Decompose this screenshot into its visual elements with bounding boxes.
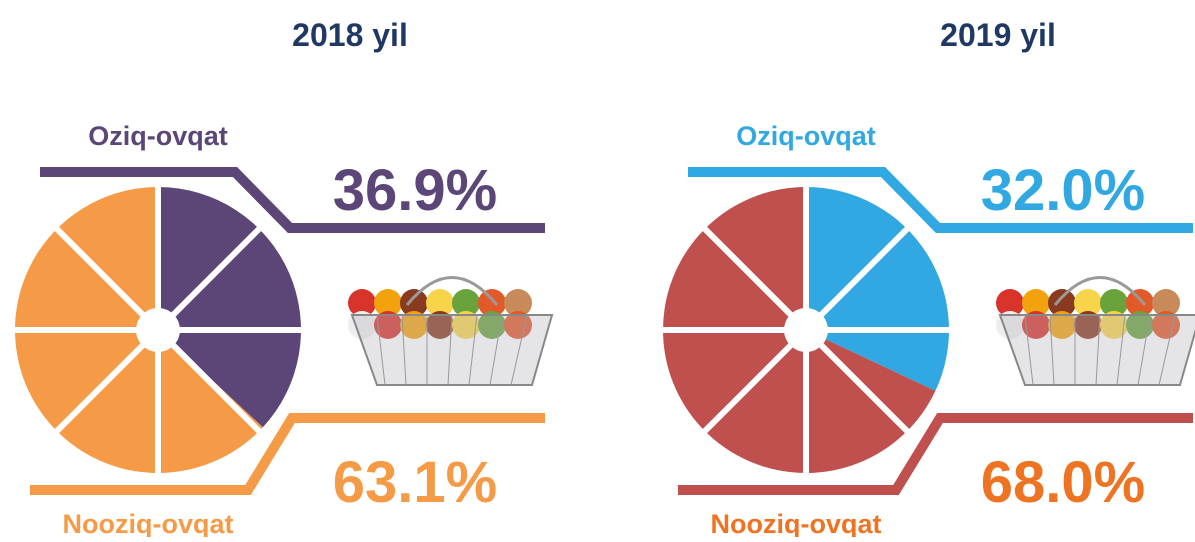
panel-title: 2018 yil (292, 17, 408, 53)
pie-hole (136, 308, 180, 352)
top-band (40, 167, 545, 233)
basket-item (452, 311, 480, 339)
basket-wire (510, 314, 528, 386)
bottom-band (30, 413, 545, 495)
basket-item (996, 289, 1024, 317)
basket-item (426, 289, 454, 317)
basket-item (1048, 311, 1076, 339)
basket-item (426, 311, 454, 339)
segment-divider (53, 225, 161, 333)
pie-panel: 2018 yil Oziq-ovqat Nooziq-ovqat 36.9% 63.1% (13, 17, 554, 539)
basket-item (1022, 289, 1050, 317)
category-label: Nooziq-ovqat (63, 509, 234, 537)
value-label: 63.1% (333, 450, 497, 515)
basket-item (374, 311, 402, 339)
segment-divider (155, 327, 263, 435)
segment-divider (155, 225, 263, 333)
basket-item (504, 289, 532, 317)
value-label: 32.0% (981, 158, 1145, 223)
panel-title: 2019 yil (940, 17, 1056, 53)
pie-slice (158, 187, 301, 428)
basket-wire (1049, 314, 1055, 386)
pie-hole (784, 308, 828, 352)
segment-divider (803, 225, 911, 333)
basket-item (374, 289, 402, 317)
basket-item (400, 289, 428, 317)
basket-item (1048, 289, 1076, 317)
top-band (688, 167, 1193, 233)
basket-item (504, 311, 532, 339)
basket-item (478, 289, 506, 317)
basket-wire (447, 314, 453, 386)
basket-wire (1095, 314, 1101, 386)
category-label: Oziq-ovqat (88, 121, 228, 151)
category-label: Oziq-ovqat (736, 121, 876, 151)
basket-wire (468, 314, 478, 386)
basket-wire (1116, 314, 1126, 386)
segment-divider (803, 327, 911, 435)
basket-item (1100, 311, 1128, 339)
basket-wire (1137, 314, 1151, 386)
segment-divider (53, 327, 161, 435)
basket-item (1022, 311, 1050, 339)
segment-divider (701, 225, 809, 333)
basket-item (1074, 311, 1102, 339)
basket-wire (376, 314, 386, 386)
basket-wire (1158, 314, 1176, 386)
basket-item (1126, 289, 1154, 317)
basket-wire (489, 314, 503, 386)
segment-divider (701, 327, 809, 435)
basket-body (350, 314, 554, 386)
basket-item (996, 311, 1024, 339)
basket-item (1100, 289, 1128, 317)
pie-panel: 2019 yil Oziq-ovqat Nooziq-ovqat 32.0% 68.0% (661, 17, 1195, 539)
basket-item (348, 311, 376, 339)
basket-handle (1053, 276, 1147, 306)
bottom-band (678, 413, 1193, 495)
basket-wire (1024, 314, 1034, 386)
basket-item (452, 289, 480, 317)
value-label: 36.9% (333, 158, 497, 223)
basket-item (400, 311, 428, 339)
basket-item (1074, 289, 1102, 317)
basket-item (1152, 311, 1180, 339)
basket-item (348, 289, 376, 317)
category-label: Nooziq-ovqat (711, 509, 882, 537)
basket-wire (401, 314, 407, 386)
basket-item (1152, 289, 1180, 317)
value-label: 68.0% (981, 450, 1145, 515)
basket-handle (405, 276, 499, 306)
pie-slice (806, 187, 949, 391)
